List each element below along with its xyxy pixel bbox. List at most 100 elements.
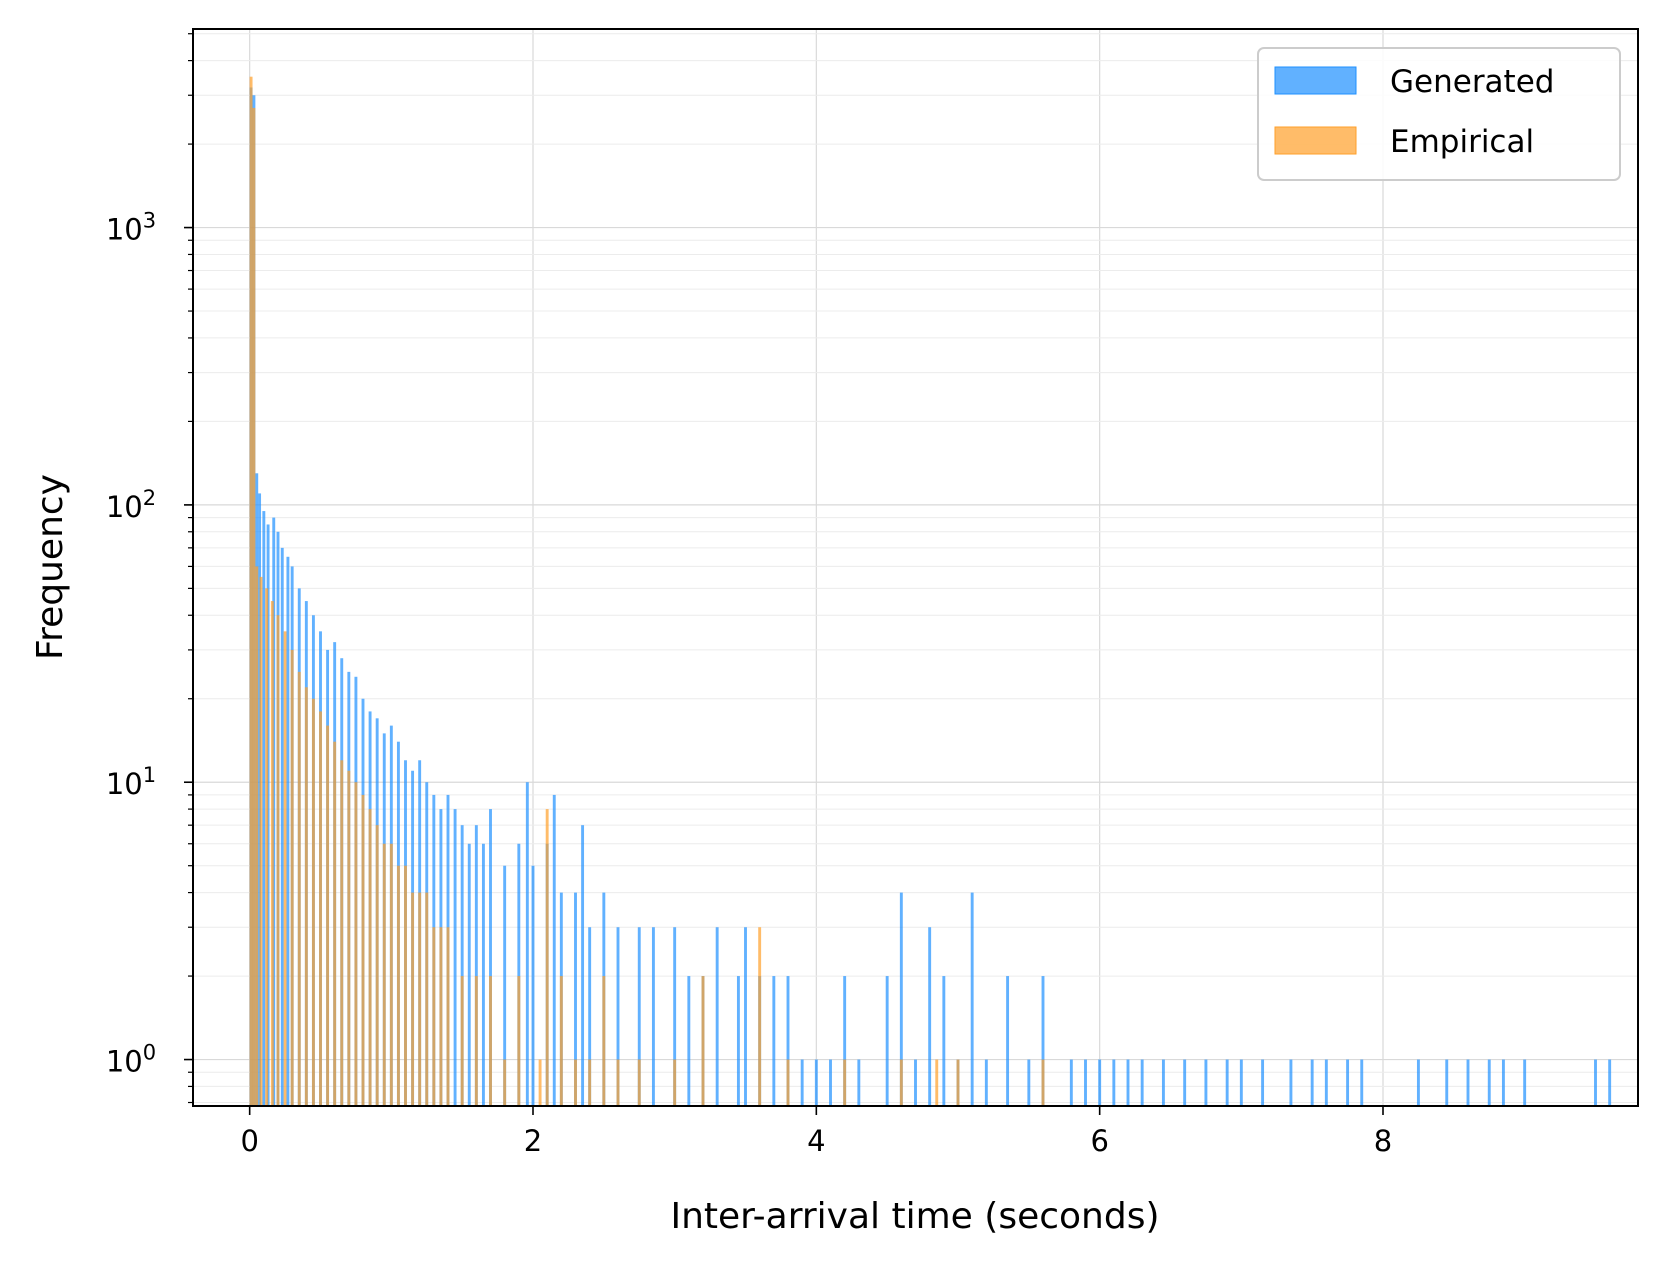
bar-empirical bbox=[588, 1059, 592, 1106]
bar-generated bbox=[1183, 1059, 1187, 1106]
bar-empirical bbox=[255, 566, 259, 1106]
bar-generated bbox=[786, 976, 790, 1106]
bar-generated bbox=[460, 825, 464, 1106]
bar-generated bbox=[744, 927, 747, 1106]
bar-generated bbox=[531, 865, 535, 1106]
bar-generated bbox=[914, 1059, 917, 1106]
bar-generated bbox=[1360, 1059, 1364, 1106]
bar-generated bbox=[885, 976, 889, 1106]
bar-generated bbox=[651, 927, 655, 1106]
y-tick-label: 101 bbox=[106, 763, 156, 801]
bar-empirical bbox=[389, 843, 393, 1106]
bar-generated bbox=[1027, 1059, 1031, 1106]
bar-empirical bbox=[304, 687, 308, 1106]
bar-generated bbox=[899, 892, 903, 1106]
bar-generated bbox=[1466, 1059, 1470, 1106]
bar-empirical bbox=[446, 927, 450, 1106]
x-axis-label: Inter-arrival time (seconds) bbox=[670, 1196, 1159, 1237]
bar-generated bbox=[280, 547, 284, 1106]
bar-generated bbox=[1261, 1059, 1265, 1106]
y-tick-label: 103 bbox=[106, 209, 156, 247]
bar-generated bbox=[736, 976, 740, 1106]
bar-empirical bbox=[559, 976, 563, 1106]
bar-empirical bbox=[758, 927, 762, 1106]
bar-generated bbox=[1006, 976, 1010, 1106]
bar-empirical bbox=[538, 1059, 542, 1106]
bar-empirical bbox=[354, 782, 358, 1106]
bar-empirical bbox=[1041, 1059, 1045, 1106]
bar-empirical bbox=[503, 1059, 507, 1106]
bar-generated bbox=[673, 927, 677, 1106]
bar-generated bbox=[525, 782, 529, 1106]
bar-generated bbox=[1594, 1059, 1597, 1106]
bar-empirical bbox=[432, 927, 436, 1106]
bar-empirical bbox=[411, 892, 415, 1106]
bar-empirical bbox=[259, 576, 263, 1106]
bar-generated bbox=[715, 927, 719, 1106]
bar-generated bbox=[1041, 976, 1045, 1106]
bar-generated bbox=[453, 809, 457, 1106]
y-tick-label: 102 bbox=[106, 486, 156, 524]
legend-label-empirical: Empirical bbox=[1390, 124, 1534, 160]
bar-empirical bbox=[602, 976, 606, 1106]
bar-empirical bbox=[375, 825, 379, 1106]
x-tick-label: 6 bbox=[1090, 1124, 1108, 1158]
bar-empirical bbox=[347, 770, 351, 1106]
bar-generated bbox=[1289, 1059, 1293, 1106]
bar-generated bbox=[970, 892, 974, 1106]
bar-generated bbox=[1416, 1059, 1420, 1106]
bar-generated bbox=[1204, 1059, 1208, 1106]
bar-generated bbox=[489, 809, 492, 1106]
x-tick-label: 8 bbox=[1374, 1124, 1392, 1158]
series-empirical-bars bbox=[249, 76, 1045, 1107]
bar-generated bbox=[1140, 1059, 1144, 1106]
bar-generated bbox=[800, 1059, 804, 1106]
bar-generated bbox=[262, 511, 266, 1106]
bar-empirical bbox=[265, 588, 269, 1106]
bar-empirical bbox=[935, 1059, 939, 1106]
bar-generated bbox=[1161, 1059, 1165, 1106]
bar-generated bbox=[503, 865, 507, 1106]
bar-generated bbox=[616, 927, 620, 1106]
bar-generated bbox=[1310, 1059, 1314, 1106]
plot-area-frame bbox=[192, 28, 1639, 1107]
bar-generated bbox=[552, 794, 556, 1106]
bar-empirical bbox=[404, 865, 407, 1106]
bar-empirical bbox=[276, 615, 280, 1106]
bar-generated bbox=[814, 1059, 818, 1106]
bar-generated bbox=[857, 1059, 861, 1106]
bar-generated bbox=[1346, 1059, 1350, 1106]
bar-empirical bbox=[333, 741, 337, 1106]
bar-empirical bbox=[956, 1059, 960, 1106]
bar-generated bbox=[1126, 1059, 1130, 1106]
bar-generated bbox=[1239, 1059, 1243, 1106]
bar-empirical bbox=[340, 760, 344, 1106]
bar-empirical bbox=[297, 671, 301, 1106]
bar-empirical bbox=[701, 976, 705, 1106]
bar-generated bbox=[481, 843, 485, 1106]
bar-empirical bbox=[418, 892, 422, 1106]
bar-empirical bbox=[673, 1059, 677, 1106]
bar-empirical bbox=[311, 698, 315, 1106]
y-axis-label: Frequency bbox=[30, 474, 71, 660]
bar-generated bbox=[474, 825, 478, 1106]
bar-empirical bbox=[319, 711, 322, 1106]
bar-empirical bbox=[574, 1059, 577, 1106]
bar-generated bbox=[687, 976, 691, 1106]
bar-empirical bbox=[361, 794, 365, 1106]
bar-empirical bbox=[425, 892, 429, 1106]
x-tick-label: 0 bbox=[240, 1124, 258, 1158]
bar-empirical bbox=[439, 927, 443, 1106]
bar-generated bbox=[984, 1059, 988, 1106]
bar-generated bbox=[928, 927, 932, 1106]
bar-empirical bbox=[283, 631, 287, 1106]
bar-generated bbox=[1084, 1059, 1087, 1106]
legend-swatch-generated bbox=[1274, 66, 1357, 95]
bar-generated bbox=[1324, 1059, 1328, 1106]
bar-empirical bbox=[637, 1059, 641, 1106]
bar-empirical bbox=[517, 976, 521, 1106]
bar-generated bbox=[1445, 1059, 1449, 1106]
bar-generated bbox=[843, 976, 847, 1106]
bar-generated bbox=[1501, 1059, 1505, 1106]
